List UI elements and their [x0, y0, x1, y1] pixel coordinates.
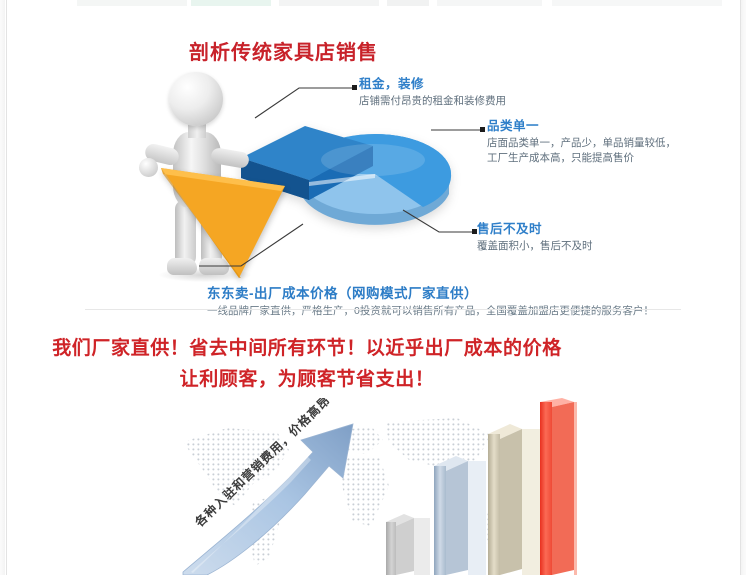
leader-line-aftersales	[402, 206, 483, 246]
section-two-headline: 我们厂家直供！省去中间所有环节！以近乎出厂成本的价格 让利顾客，为顾客节省支出！	[7, 333, 607, 395]
previous-module-bleed	[7, 0, 740, 10]
callout-dongdongmai: 东东卖-出厂成本价格（网购模式厂家直供） 一线品牌厂家直供，严格生产，0投资就可…	[207, 282, 654, 319]
callout-heading: 品类单一	[487, 119, 540, 133]
callout-heading: 东东卖-出厂成本价格（网购模式厂家直供）	[207, 286, 478, 301]
figure-hand-left	[139, 158, 158, 177]
leader-line-dongdongmai	[199, 222, 309, 284]
page-left-border	[6, 0, 7, 575]
callout-rent-decoration: 租金，装修 店铺需付昂贵的租金和装修费用	[359, 73, 506, 109]
figure-head	[169, 72, 223, 126]
callout-body-line: 一线品牌厂家直供，严格生产，0投资就可以销售所有产品，全国覆盖加盟店更便捷的服务…	[207, 305, 654, 317]
page-left-shade	[0, 0, 5, 575]
page-right-border	[740, 0, 741, 575]
callout-slow-after-sales: 售后不及时 覆盖面积小，售后不及时	[477, 218, 593, 254]
mannequin-figure	[135, 72, 285, 284]
bleed-block	[437, 0, 542, 6]
pie-analysis-section: 剖析传统家具店销售	[7, 10, 740, 317]
bar-chart-3d	[382, 398, 577, 575]
callout-heading: 租金，装修	[359, 77, 425, 91]
section-one-title: 剖析传统家具店销售	[189, 42, 378, 64]
figure-leg-left	[175, 200, 196, 266]
callout-body-line: 店面品类单一，产品少，单品销量较低，	[487, 137, 676, 149]
headline-line-2: 让利顾客，为顾客节省支出！	[179, 369, 435, 390]
leader-line-category	[431, 122, 491, 136]
callout-heading: 售后不及时	[477, 222, 543, 236]
page-right-shade	[741, 0, 746, 575]
bleed-block	[279, 0, 379, 6]
callout-body-line: 覆盖面积小，售后不及时	[477, 240, 593, 252]
rising-arrow	[177, 398, 427, 575]
headline-line-1: 我们厂家直供！省去中间所有环节！以近乎出厂成本的价格	[52, 338, 562, 359]
bleed-block	[191, 0, 271, 6]
factory-direct-section: 我们厂家直供！省去中间所有环节！以近乎出厂成本的价格 让利顾客，为顾客节省支出！	[7, 313, 740, 575]
figure-foot-left	[167, 258, 197, 275]
growth-chart-illustration: 各种入驻和营销费用，价格高昂	[157, 398, 577, 575]
section-divider	[85, 309, 681, 310]
leader-line-rent	[253, 68, 363, 120]
callout-body-line: 工厂生产成本高，只能提高售价	[487, 152, 634, 164]
bleed-block	[387, 0, 429, 6]
bleed-block	[552, 0, 722, 6]
pie-chart-3d	[223, 108, 453, 238]
bleed-block	[77, 0, 187, 6]
callout-single-category: 品类单一 店面品类单一，产品少，单品销量较低， 工厂生产成本高，只能提高售价	[487, 115, 676, 166]
callout-body-line: 店铺需付昂贵的租金和装修费用	[359, 95, 506, 107]
